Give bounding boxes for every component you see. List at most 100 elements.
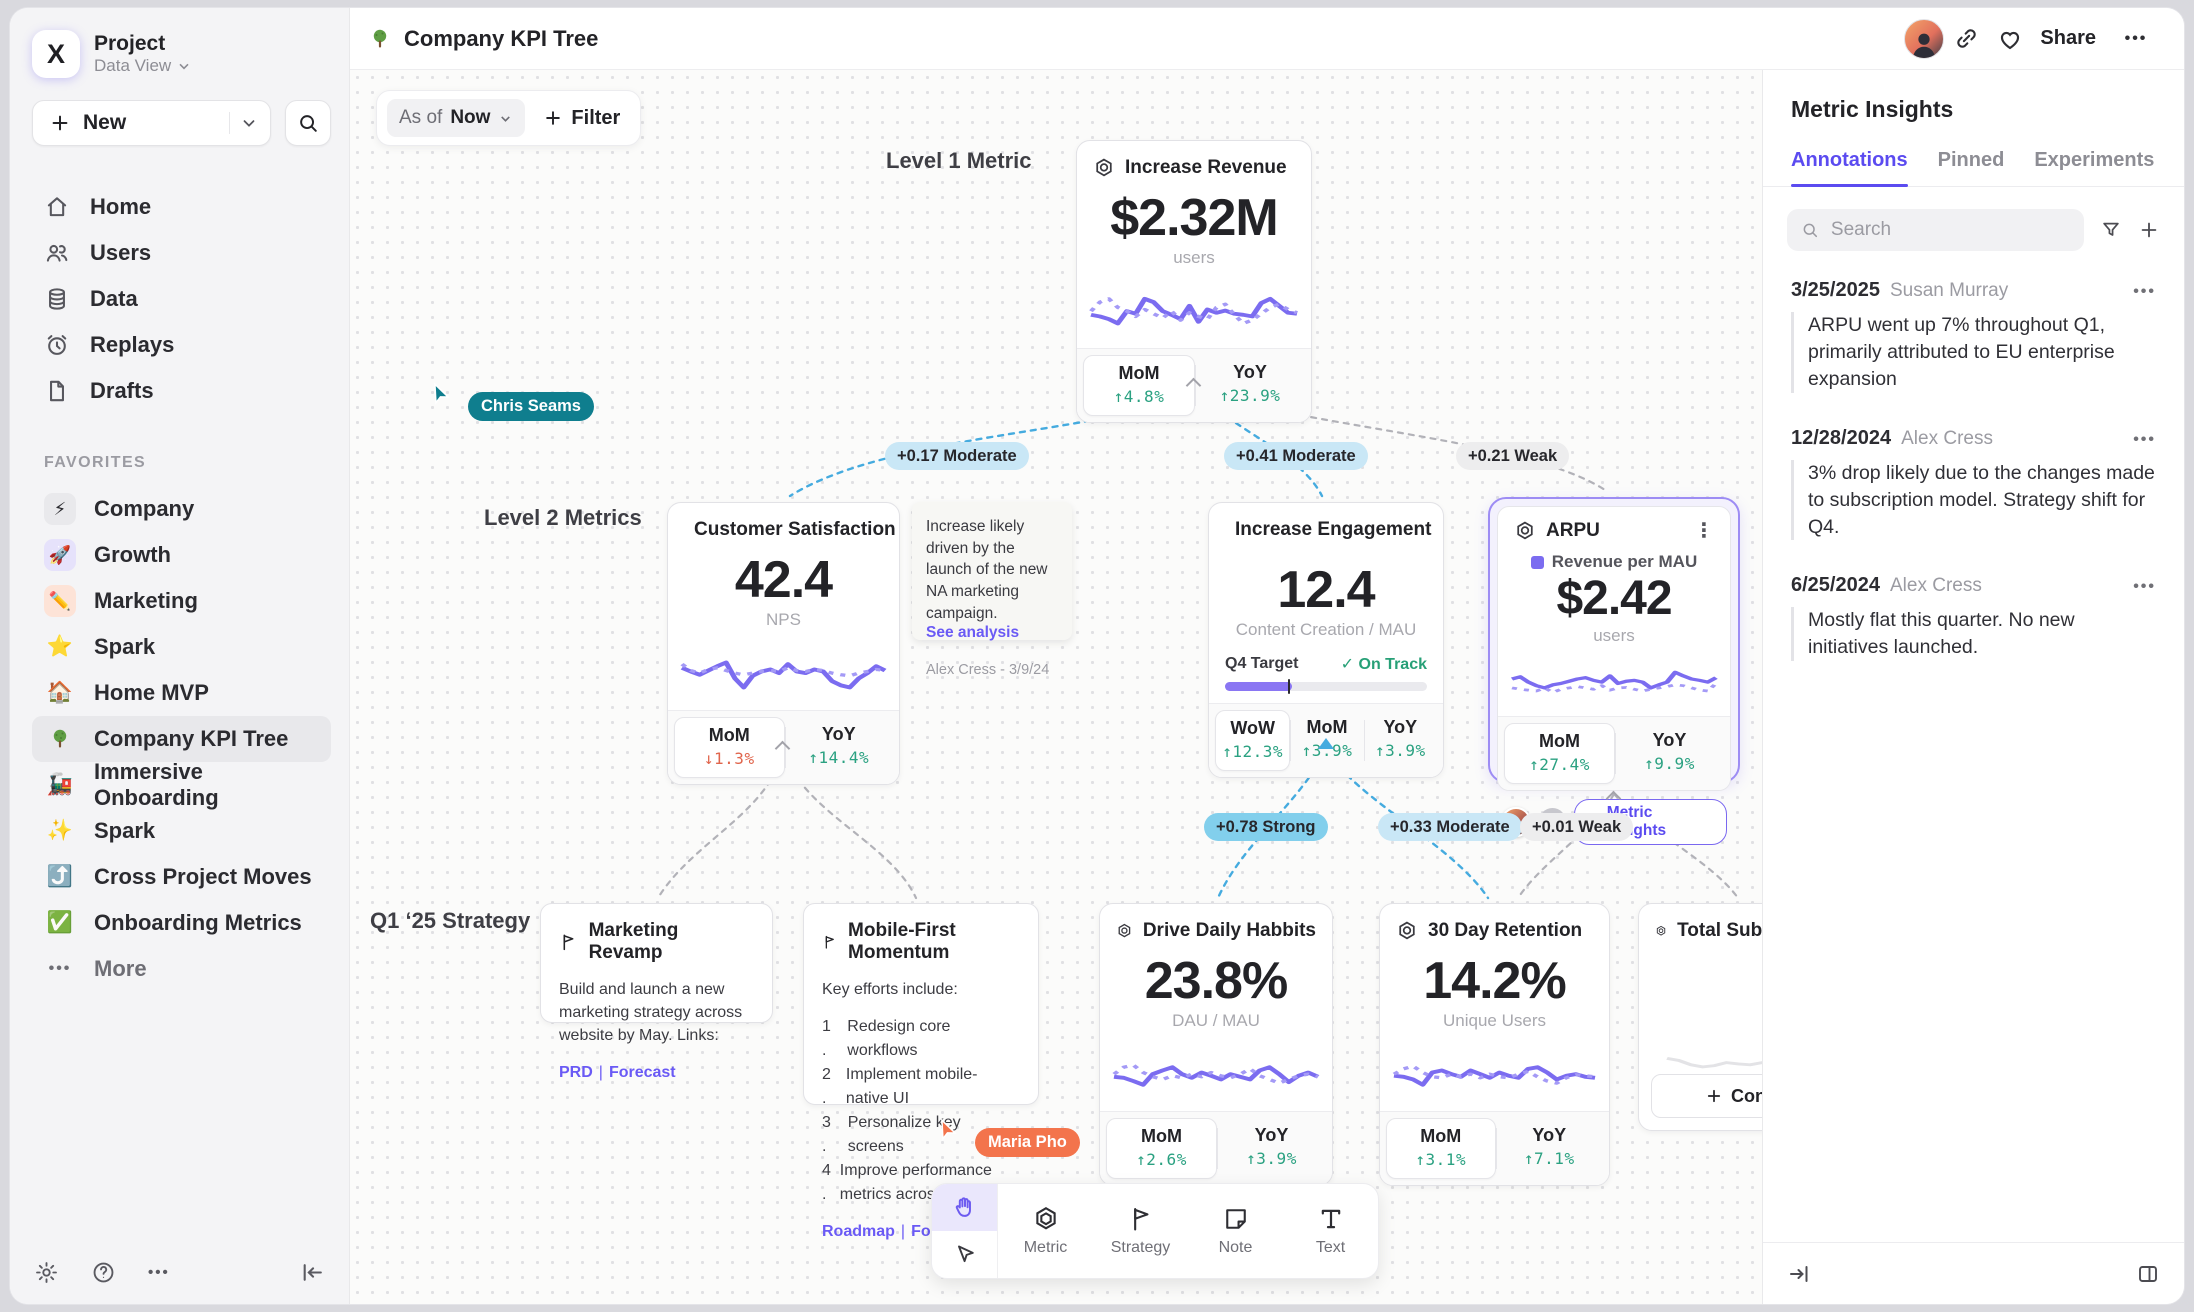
- sidebar-item-drafts[interactable]: Drafts: [32, 368, 331, 414]
- strategy-card-marketing-revamp[interactable]: Marketing Revamp Build and launch a new …: [540, 903, 773, 1081]
- collapse-chevron[interactable]: [775, 738, 791, 754]
- sidebar-item-users[interactable]: Users: [32, 230, 331, 276]
- collapse-chevron[interactable]: [1606, 788, 1622, 804]
- metric-card-title: Total Subscriptions: [1677, 920, 1762, 941]
- sidebar-item-more[interactable]: ••• More: [32, 946, 331, 992]
- metric-card-total-subscriptions[interactable]: Total Subscriptions Connect: [1638, 903, 1762, 1131]
- sidebar-item-company-kpi-tree[interactable]: Company KPI Tree: [32, 716, 331, 762]
- as-of-dropdown[interactable]: As of Now: [387, 99, 526, 137]
- stat-yoy[interactable]: YoY ↑3.9%: [1217, 1118, 1326, 1179]
- collapse-panel-icon[interactable]: [1787, 1262, 1811, 1286]
- strategy-card-mobile-first-momentum[interactable]: Mobile-First Momentum Key efforts includ…: [803, 903, 1039, 1240]
- tab-experiments[interactable]: Experiments: [2034, 149, 2155, 171]
- share-button[interactable]: Share: [2040, 27, 2096, 49]
- annotation-text: ARPU went up 7% throughout Q1, primarily…: [1791, 312, 2156, 393]
- favorite-label: Company KPI Tree: [94, 726, 289, 751]
- text-tool-button[interactable]: Text: [1283, 1184, 1378, 1278]
- forecast-link[interactable]: Forecast: [608, 1063, 676, 1081]
- doc-title[interactable]: Company KPI Tree: [404, 25, 599, 51]
- annotation-item[interactable]: 6/25/2024 Alex Cress ••• Mostly flat thi…: [1791, 574, 2156, 662]
- annotation-author: Susan Murray: [1889, 280, 2009, 301]
- metric-tool-button[interactable]: Metric: [998, 1184, 1093, 1278]
- metric-value: $2.32M: [1110, 189, 1278, 247]
- metric-card-drive-daily-habbits[interactable]: Drive Daily Habbits 23.8% DAU / MAU MoM …: [1099, 903, 1333, 1186]
- new-button[interactable]: New: [32, 100, 271, 146]
- stat-mom[interactable]: MoM ↓1.3%: [674, 716, 785, 778]
- sidebar-item-immersive-onboarding[interactable]: 🚂 Immersive Onboarding: [32, 759, 331, 810]
- favorite-heart-icon[interactable]: [1988, 17, 2032, 61]
- edge-weight-pill: +0.21 Weak: [1456, 442, 1570, 470]
- stat-yoy[interactable]: YoY ↑7.1%: [1495, 1118, 1604, 1179]
- strategy-intro: Key efforts include:: [822, 981, 958, 998]
- note-text: Increase likely driven by the launch of …: [926, 518, 1048, 622]
- annotation-menu-icon[interactable]: •••: [2133, 578, 2156, 596]
- gear-icon[interactable]: [34, 1260, 59, 1285]
- tab-pinned[interactable]: Pinned: [1937, 149, 2005, 171]
- help-icon[interactable]: [91, 1260, 116, 1285]
- strategy-tool-button[interactable]: Strategy: [1093, 1184, 1188, 1278]
- sidebar-item-company[interactable]: ⚡ Company: [32, 486, 331, 532]
- search-input[interactable]: [1828, 218, 2070, 242]
- kpi-tree-canvas[interactable]: As of Now Filter Level 1 Metric Level 2 …: [350, 70, 1762, 1304]
- annotation-item[interactable]: 3/25/2025 Susan Murray ••• ARPU went up …: [1791, 279, 2156, 393]
- connect-button[interactable]: Connect: [1651, 1074, 1762, 1118]
- sidebar-item-home[interactable]: Home: [32, 184, 331, 230]
- stat-mom[interactable]: MoM ↑3.9%: [1290, 710, 1363, 771]
- see-analysis-link[interactable]: See analysis: [926, 624, 1020, 642]
- search-icon: [300, 115, 317, 132]
- collapse-chevron[interactable]: [1186, 375, 1202, 391]
- replay-clock-icon: [47, 335, 67, 355]
- annotation-menu-icon[interactable]: •••: [2133, 283, 2156, 300]
- stat-mom[interactable]: MoM ↑2.6%: [1106, 1117, 1217, 1179]
- filter-button[interactable]: Filter: [543, 107, 620, 130]
- stat-yoy[interactable]: YoY ↑23.9%: [1195, 355, 1305, 416]
- sidebar-item-growth[interactable]: 🚀 Growth: [32, 532, 331, 578]
- sidebar-item-spark-2[interactable]: ✨ Spark: [32, 808, 331, 854]
- sidebar-search-button[interactable]: [285, 100, 331, 146]
- add-annotation-icon[interactable]: [2138, 219, 2160, 241]
- annotation-item[interactable]: 12/28/2024 Alex Cress ••• 3% drop likely…: [1791, 427, 2156, 541]
- more-options-icon[interactable]: •••: [148, 1263, 170, 1281]
- stat-yoy[interactable]: YoY ↑3.9%: [1363, 710, 1437, 771]
- sidebar-item-marketing[interactable]: ✏️ Marketing: [32, 578, 331, 624]
- sidebar-item-onboarding-metrics[interactable]: ✅ Onboarding Metrics: [32, 900, 331, 946]
- favorite-label: Spark: [94, 634, 156, 659]
- metric-card-increase-revenue[interactable]: Increase Revenue $2.32M users MoM ↑4.8% …: [1076, 140, 1312, 423]
- stat-yoy[interactable]: YoY ↑9.9%: [1615, 723, 1724, 784]
- split-view-icon[interactable]: [2136, 1262, 2160, 1286]
- user-avatar[interactable]: [1904, 18, 1945, 59]
- annotations-search[interactable]: [1787, 209, 2084, 251]
- metric-card-arpu-selected[interactable]: ARPU ⋮ Revenue per MAU $2.42 users Mo: [1488, 497, 1740, 846]
- sidebar-item-home-mvp[interactable]: 🏠 Home MVP: [32, 670, 331, 716]
- stat-wow[interactable]: WoW ↑12.3%: [1215, 709, 1291, 771]
- search-icon: [1803, 223, 1818, 238]
- sidebar-item-spark[interactable]: ⭐ Spark: [32, 624, 331, 670]
- roadmap-link[interactable]: Roadmap: [822, 1223, 895, 1241]
- prd-link[interactable]: PRD: [559, 1063, 593, 1081]
- metric-card-30-day-retention[interactable]: 30 Day Retention 14.2% Unique Users MoM …: [1379, 903, 1610, 1186]
- expand-arrow[interactable]: [1318, 738, 1334, 749]
- filter-funnel-icon[interactable]: [2100, 219, 2122, 241]
- select-tool-button[interactable]: [932, 1231, 997, 1278]
- metric-card-increase-engagement[interactable]: Increase Engagement 12.4 Content Creatio…: [1208, 502, 1444, 778]
- collapse-sidebar-icon[interactable]: [300, 1260, 325, 1285]
- stat-mom[interactable]: MoM ↑3.1%: [1386, 1117, 1496, 1179]
- note-tool-button[interactable]: Note: [1188, 1184, 1283, 1278]
- sidebar-item-data[interactable]: Data: [32, 276, 331, 322]
- stat-mom[interactable]: MoM ↑27.4%: [1504, 723, 1615, 785]
- workspace-switcher[interactable]: Data View: [94, 56, 192, 76]
- stat-yoy[interactable]: YoY ↑14.4%: [784, 717, 894, 778]
- sidebar-item-replays[interactable]: Replays: [32, 322, 331, 368]
- project-switcher[interactable]: X Project Data View: [32, 30, 331, 78]
- tab-annotations[interactable]: Annotations: [1791, 149, 1908, 187]
- annotation-menu-icon[interactable]: •••: [2133, 430, 2156, 448]
- cursor-name-label: Maria Pho: [975, 1128, 1080, 1157]
- hand-tool-button[interactable]: [932, 1184, 997, 1231]
- analysis-note[interactable]: Increase likely driven by the launch of …: [912, 502, 1072, 678]
- copy-link-icon[interactable]: [1944, 17, 1988, 61]
- sidebar-item-cross-project-moves[interactable]: ⤴️ Cross Project Moves: [32, 854, 331, 900]
- stat-mom[interactable]: MoM ↑4.8%: [1083, 354, 1195, 416]
- overflow-menu-icon[interactable]: •••: [2124, 29, 2148, 47]
- chevron-down-icon[interactable]: [240, 114, 258, 132]
- card-menu-icon[interactable]: ⋮: [1694, 520, 1714, 542]
